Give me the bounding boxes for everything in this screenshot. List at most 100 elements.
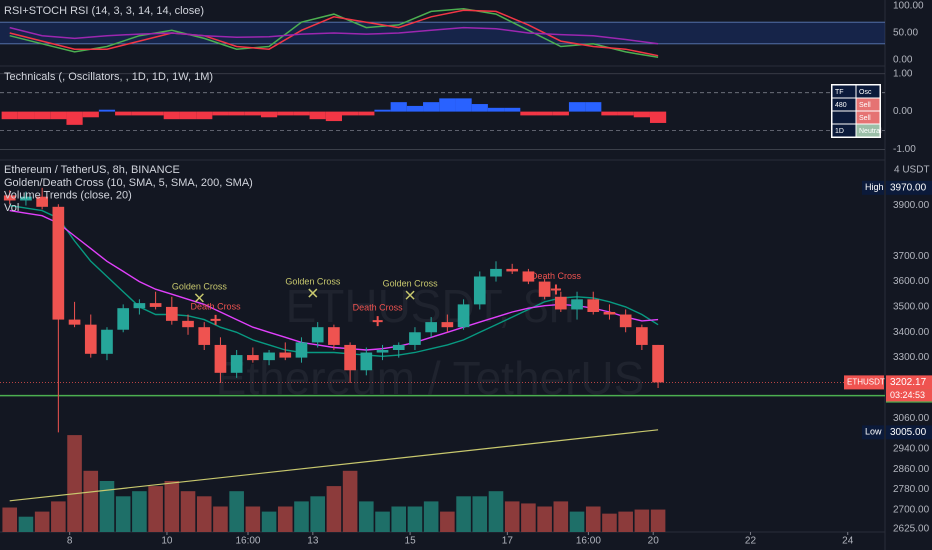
technicals-bar [617,111,634,116]
y-tick-label: 2780.00 [893,484,930,495]
technicals-bar [212,111,229,116]
low-tag-name: Low [865,427,882,437]
volume-bar [2,507,18,532]
cross-label: Death Cross [353,303,404,313]
volume-bar [391,506,407,532]
technicals-bar [439,98,456,112]
y-tick-label: -1.00 [893,144,916,155]
candle-body [311,327,324,343]
x-tick-label: 20 [648,536,660,547]
volume-bar [488,491,504,532]
technicals-bar [17,111,35,120]
technicals-bar [228,111,245,116]
candle-body [392,344,405,350]
x-tick-label: 8 [67,536,73,547]
golden-cross-marker [405,290,415,300]
volume-trend [9,429,659,502]
y-tick-label: 3600.00 [893,276,930,287]
pane-title: RSI+STOCH RSI (14, 3, 3, 14, 14, close) [4,5,204,17]
volume-bar [213,506,228,532]
candle-body [52,206,65,320]
rsi-band [0,22,885,44]
x-tick-label: 10 [161,536,173,547]
high-tag-box [886,180,932,195]
candle-body [84,324,97,354]
technicals-bar [406,105,424,112]
low-tag-value: 3005.00 [890,427,927,438]
candle-body [133,303,146,309]
technicals-bar [34,111,51,120]
technicals-bar [66,111,83,125]
cross-label: Death Cross [191,301,242,311]
volume-bar [18,516,34,532]
cross-label: Golden Cross [383,278,439,288]
y-tick-label: 3060.00 [893,413,930,424]
currency-label: 4 USDT [894,165,930,176]
technicals-bar [309,111,326,120]
candle-body [587,299,600,312]
oscillator-line [9,26,659,45]
technicals-bar [552,111,569,116]
technicals-bar [520,111,537,116]
y-tick-label: 2940.00 [893,443,930,454]
indicator-legend: Vol [4,202,19,214]
low-tag-box [886,425,932,440]
technicals-bar [179,111,197,120]
technicals-bar [536,111,553,116]
volume-bar [602,513,617,532]
volume-bar [326,486,342,532]
volume-bar [407,506,423,532]
technicals-bar [1,111,18,120]
x-tick-label: 15 [405,536,417,547]
candle-body [328,327,340,345]
volume-bar [294,501,309,532]
technicals-bar [277,111,294,116]
candle-body [538,281,551,297]
technicals-bar [358,111,375,116]
y-tick-label: 3400.00 [893,327,930,338]
last-price-tag-box [886,375,932,390]
indicator-legend: Volume Trends (close, 20) [4,189,132,201]
volume-bar [261,511,277,532]
x-tick-label: 22 [745,536,757,547]
symbol: ETHUSDT [847,378,885,387]
technicals-bar [423,102,440,112]
pane-title: Technicals (, Oscillators, , 1D, 1D, 1W,… [4,71,213,83]
oscillator-line [9,9,659,57]
candle-body [279,352,292,358]
countdown: 03:24:53 [890,390,925,400]
technicals-bar [115,111,132,116]
table-cell [856,85,880,98]
technicals-bar [374,109,391,112]
candle-body [522,271,535,282]
low-tag-name-box [862,425,884,440]
technicals-bar [568,102,586,112]
volume-bar [34,511,50,532]
y-tick-label: 2700.00 [893,504,930,515]
volume-bar [375,511,390,532]
technicals-bar [342,111,359,116]
death-cross-marker [550,284,561,295]
table-text: 480 [835,102,847,109]
golden-cross-marker [308,288,318,298]
candle-body [20,196,32,201]
technicals-bar [50,111,67,120]
candle-body [652,344,664,383]
volume-bar [359,501,374,532]
volume-bar [553,501,569,532]
volume-bar [277,506,293,532]
high-tag-value: 3970.00 [890,182,927,193]
table-cell [856,124,880,137]
candle-body [441,322,454,328]
candle-body [36,196,48,207]
high-tag-name-box [862,180,884,195]
candle-body [101,329,113,354]
cross-label: Death Cross [531,271,582,281]
candle-body [68,319,81,325]
volume-bar [99,481,115,532]
table-text: 1D [835,128,844,135]
technicals-bar [82,111,99,118]
technicals-bar [98,109,116,112]
